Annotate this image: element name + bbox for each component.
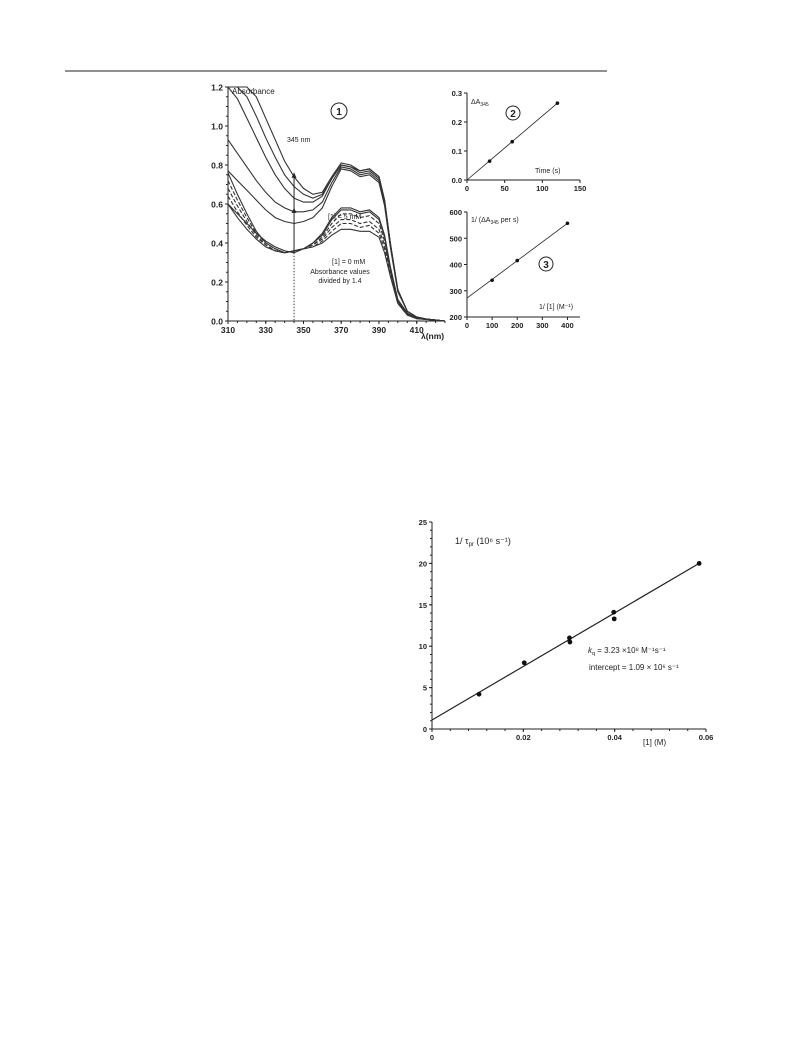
stern-volmer-fit-line (431, 562, 700, 721)
double-reciprocal-y-tick-label: 300 (449, 287, 462, 296)
stern-volmer-data-point (611, 609, 617, 615)
double-reciprocal-axes: 0 100 200 300 400 200 300 400 500 600 (449, 208, 580, 330)
double-reciprocal-x-tick-label: 200 (511, 321, 524, 330)
kinetics-panel: 0 50 100 150 0.0 0.1 0.2 0.3 ΔA345 Time (s) 2 (452, 89, 587, 193)
panel-number-circle-2 (505, 105, 521, 121)
double-reciprocal-y-tick-label: 200 (449, 313, 462, 322)
kinetics-data-point (555, 101, 560, 105)
stern-volmer-x-tick-label: 0 (430, 733, 434, 742)
double-reciprocal-x-label: 1/ [1] (M⁻¹) (539, 304, 573, 311)
kinetics-data-point (510, 139, 514, 144)
stern-volmer-data-point (476, 691, 482, 697)
stern-volmer-y-tick-label: 20 (419, 559, 427, 568)
stern-volmer-x-label: [1] (M) (643, 738, 666, 747)
panel-number-1: 1 (336, 107, 342, 118)
intercept-annotation: intercept = 1.09 × 10⁶ s⁻¹ (589, 663, 679, 672)
stern-volmer-x-tick-label: 0.06 (699, 733, 714, 742)
double-reciprocal-x-tick-label: 0 (465, 321, 469, 330)
stern-volmer-marks (431, 561, 702, 721)
panel-number-3: 3 (543, 260, 549, 271)
zero-concentration-label: [1] = 0 mM (332, 259, 365, 266)
spectrum-line (228, 203, 445, 321)
double-reciprocal-y-tick-label: 500 (449, 234, 462, 243)
spectra-x-tick-label: 350 (296, 325, 310, 335)
arrow-head (291, 207, 297, 213)
double-reciprocal-data-point (565, 221, 570, 226)
double-reciprocal-data-point (515, 258, 520, 263)
kinetics-y-label: ΔA345 (471, 99, 489, 108)
spectra-y-label: Absorbance (232, 87, 275, 96)
spectrum-line (228, 168, 445, 321)
spectra-x-tick-label: 310 (221, 325, 235, 335)
absorbance-note-line1: Absorbance values (310, 269, 370, 276)
stern-volmer-data-point (611, 616, 617, 622)
kinetics-y-tick-label: 0.1 (452, 147, 462, 156)
kinetics-y-tick-label: 0.3 (452, 89, 462, 98)
stern-volmer-x-tick-label: 0.04 (607, 733, 622, 742)
kinetics-x-tick-label: 100 (536, 184, 549, 193)
high-concentration-label: [1] = 5 mM (328, 214, 361, 221)
double-reciprocal-y-tick-label: 400 (449, 261, 462, 270)
spectra-x-tick-label: 330 (259, 325, 273, 335)
spectra-panel: 310 330 350 370 390 4100.00.20.40.60.81.01.2 … (211, 83, 446, 341)
arrow-head (291, 172, 297, 178)
spectra-y-tick-label: 0.4 (211, 239, 223, 249)
spectra-x-tick-label: 390 (372, 325, 386, 335)
spectrum-line (228, 188, 445, 321)
panel-number-circle-1 (330, 102, 348, 120)
stern-volmer-y-tick-label: 0 (423, 725, 427, 734)
spectra-y-tick-label: 0.6 (211, 200, 223, 210)
kinetics-marks (466, 101, 560, 181)
spectra-y-tick-label: 1.2 (211, 83, 223, 93)
wavelength-annotation: 345 nm (287, 137, 311, 144)
stern-volmer-y-tick-label: 5 (423, 684, 427, 693)
stern-volmer-axes: 0 0.02 0.04 0.06 0 5 10 15 20 25 (419, 518, 714, 742)
spectra-x-label: λ(nm) (421, 331, 444, 341)
spectrum-line (228, 139, 445, 321)
stern-volmer-x-tick-label: 0.02 (516, 733, 531, 742)
kinetics-x-tick-label: 50 (500, 184, 508, 193)
double-reciprocal-panel: 0 100 200 300 400 200 300 400 500 600 1/ (ΔA345 p… (449, 208, 580, 330)
spectra-y-tick-label: 0.8 (211, 161, 223, 171)
stern-volmer-panel: 0 0.02 0.04 0.06 0 5 10 15 20 25 1/ τpr (10⁶ s⁻¹)… (419, 518, 714, 747)
spectra-y-tick-label: 0.0 (211, 317, 223, 327)
spectrum-line (228, 172, 445, 321)
kinetics-x-label: Time (s) (535, 168, 560, 175)
spectra-axes: 310 330 350 370 390 410 0.0 0.2 0.4 0.6 0.8 1.0 1.2 (211, 83, 446, 335)
double-reciprocal-data-point (490, 278, 494, 283)
kinetics-data-point (487, 159, 492, 163)
kq-annotation: kq = 3.23 ×10⁸ M⁻¹s⁻¹ (588, 646, 666, 657)
double-reciprocal-x-tick-label: 400 (561, 321, 574, 330)
stern-volmer-y-tick-label: 25 (419, 518, 427, 527)
kinetics-axes: 0 50 100 150 0.0 0.1 0.2 0.3 (452, 89, 587, 193)
panel-number-2: 2 (510, 109, 516, 120)
stern-volmer-y-tick-label: 15 (419, 601, 427, 610)
stern-volmer-data-point (696, 561, 702, 566)
kinetics-y-tick-label: 0.2 (452, 118, 462, 127)
double-reciprocal-x-tick-label: 100 (486, 321, 499, 330)
double-reciprocal-y-label: 1/ (ΔA345 per s) (471, 217, 519, 226)
kinetics-x-tick-label: 0 (465, 184, 469, 193)
stern-volmer-y-tick-label: 10 (419, 642, 427, 651)
double-reciprocal-x-tick-label: 300 (536, 321, 549, 330)
spectra-x-tick-label: 410 (410, 325, 424, 335)
stern-volmer-data-point (567, 639, 573, 645)
spectra-x-tick-label: 370 (334, 325, 348, 335)
kinetics-y-tick-label: 0.0 (452, 176, 462, 185)
stern-volmer-data-point (567, 635, 572, 641)
stern-volmer-data-point (521, 660, 527, 666)
double-reciprocal-marks (466, 221, 570, 299)
double-reciprocal-y-tick-label: 600 (449, 208, 462, 217)
panel-number-circle-3 (538, 256, 554, 272)
stern-volmer-y-label: 1/ τpr (10⁶ s⁻¹) (455, 536, 511, 548)
kinetics-x-tick-label: 150 (574, 184, 587, 193)
spectra-lines (228, 86, 445, 321)
spectra-y-tick-label: 0.2 (211, 278, 223, 288)
spectra-y-tick-label: 1.0 (211, 122, 223, 132)
absorbance-note-line2: divided by 1.4 (318, 278, 361, 285)
spectrum-line (228, 180, 445, 321)
